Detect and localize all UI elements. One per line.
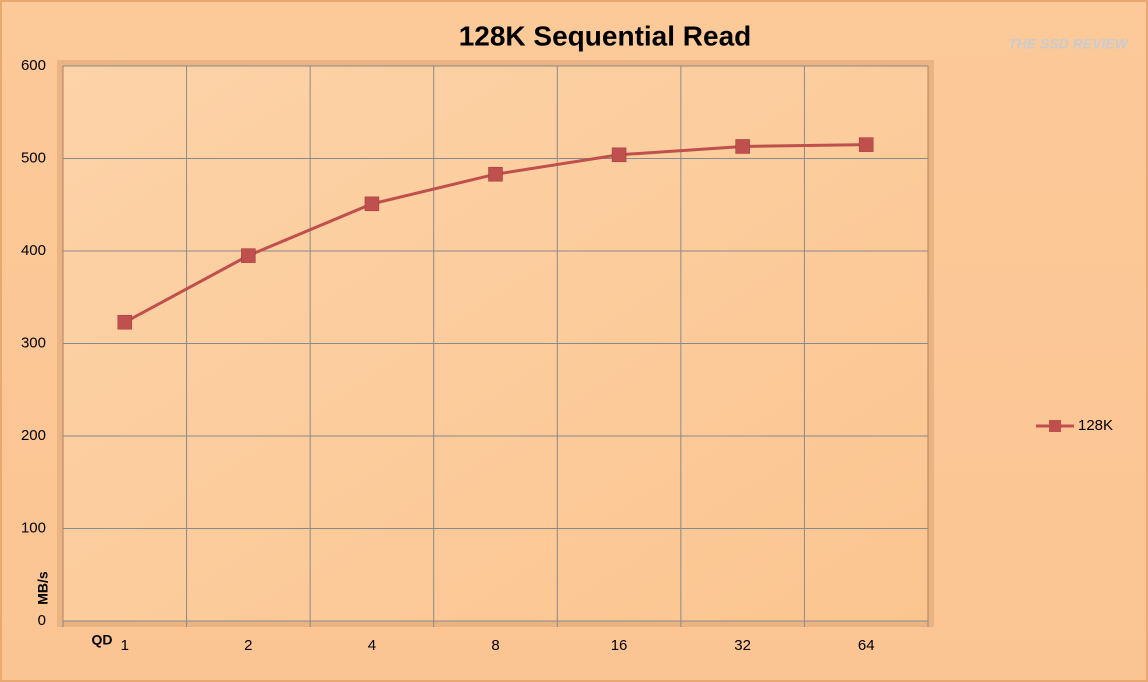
x-tick-label: 2 [244,637,252,654]
data-point [488,166,503,182]
y-tick-label: 400 [21,242,46,259]
y-axis-label: MB/s [35,571,51,605]
data-point [735,139,750,154]
data-point [117,314,133,330]
x-tick-label: 8 [491,637,499,654]
x-tick-label: 16 [611,637,628,654]
y-tick-label: 0 [38,612,46,629]
data-point [241,248,256,263]
y-tick-label: 300 [21,334,46,351]
y-tick-label: 200 [21,427,46,444]
legend-marker [1049,420,1061,432]
data-point [611,147,627,163]
x-tick-label: 32 [734,637,751,654]
x-tick-label: 1 [121,637,129,654]
y-tick-label: 600 [21,57,46,74]
chart-title: 128K Sequential Read [459,20,752,51]
y-tick-label: 500 [21,149,46,166]
x-tick-label: 4 [368,637,376,654]
x-axis-label: QD [92,632,113,648]
data-point [364,196,380,212]
data-point [858,137,874,152]
x-tick-label: 64 [858,637,875,654]
legend-label: 128K [1078,417,1113,434]
logo: THE SSD REVIEW [1008,36,1130,52]
y-tick-label: 100 [21,519,46,536]
